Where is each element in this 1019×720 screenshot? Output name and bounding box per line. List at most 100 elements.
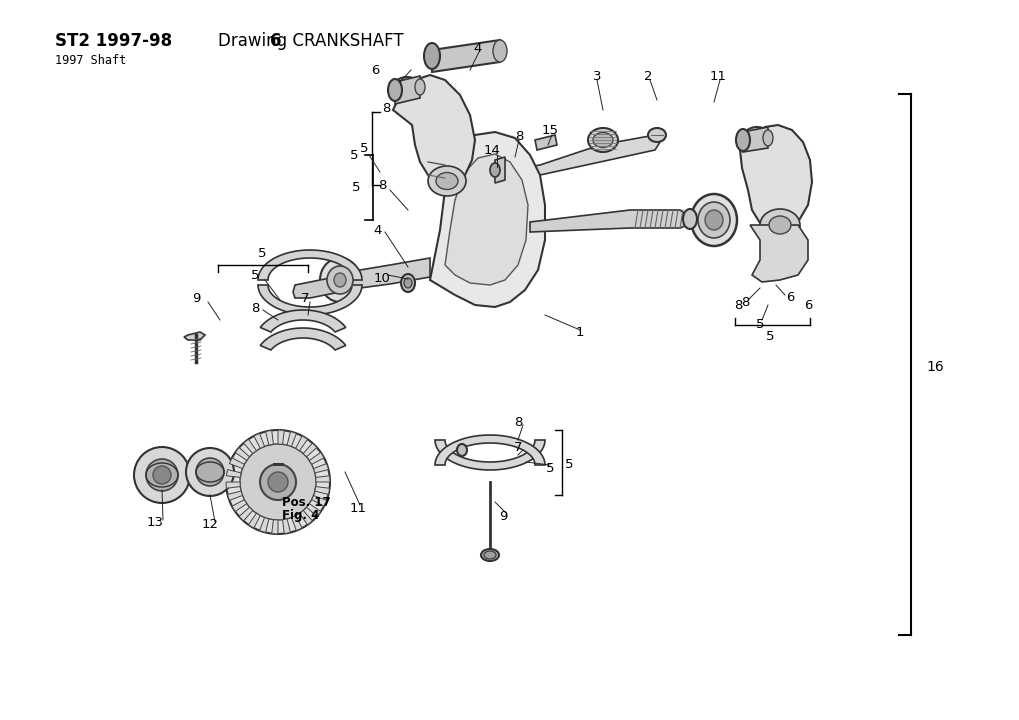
Polygon shape <box>316 476 330 482</box>
Circle shape <box>268 472 287 492</box>
Text: 5: 5 <box>755 318 763 330</box>
Polygon shape <box>300 510 312 525</box>
Polygon shape <box>254 433 264 449</box>
Polygon shape <box>282 519 290 534</box>
Polygon shape <box>530 210 689 232</box>
Text: 9: 9 <box>192 292 200 305</box>
Ellipse shape <box>489 163 499 177</box>
Ellipse shape <box>428 166 466 196</box>
Polygon shape <box>309 452 324 464</box>
Polygon shape <box>742 127 767 152</box>
Text: 8: 8 <box>377 179 386 192</box>
Ellipse shape <box>392 77 421 99</box>
Text: 7: 7 <box>514 441 522 454</box>
Polygon shape <box>394 76 420 104</box>
Circle shape <box>153 466 171 484</box>
Polygon shape <box>312 495 326 506</box>
Polygon shape <box>535 135 556 150</box>
Polygon shape <box>258 285 362 315</box>
Polygon shape <box>258 250 362 280</box>
Ellipse shape <box>404 278 412 288</box>
Polygon shape <box>260 328 345 350</box>
Polygon shape <box>296 436 308 451</box>
Polygon shape <box>430 132 544 307</box>
Text: CRANKSHAFT: CRANKSHAFT <box>281 32 404 50</box>
Text: 5: 5 <box>545 462 553 474</box>
Polygon shape <box>749 225 807 282</box>
Text: Drawing: Drawing <box>218 32 292 50</box>
Text: 5: 5 <box>350 148 358 161</box>
Text: 12: 12 <box>202 518 218 531</box>
Ellipse shape <box>683 209 696 229</box>
Ellipse shape <box>587 128 618 152</box>
Polygon shape <box>259 518 269 533</box>
Text: 5: 5 <box>258 247 266 260</box>
Ellipse shape <box>762 130 772 146</box>
Text: 4: 4 <box>373 223 382 236</box>
Text: 14: 14 <box>483 143 500 156</box>
Polygon shape <box>227 491 243 500</box>
Circle shape <box>239 444 316 520</box>
Text: 8: 8 <box>740 295 748 308</box>
Polygon shape <box>434 435 544 465</box>
Text: 8: 8 <box>514 415 522 428</box>
Polygon shape <box>510 135 659 180</box>
Polygon shape <box>434 440 544 470</box>
Ellipse shape <box>484 551 495 559</box>
Text: 7: 7 <box>301 292 309 305</box>
Ellipse shape <box>647 128 665 142</box>
Polygon shape <box>231 500 247 511</box>
Ellipse shape <box>592 132 612 148</box>
Text: 4: 4 <box>474 42 482 55</box>
Polygon shape <box>286 431 297 446</box>
Text: 8: 8 <box>382 102 390 114</box>
Text: 1997 Shaft: 1997 Shaft <box>55 54 126 67</box>
Ellipse shape <box>320 258 360 302</box>
Polygon shape <box>392 75 475 187</box>
Text: 2: 2 <box>643 70 651 83</box>
Polygon shape <box>292 276 339 298</box>
Polygon shape <box>229 458 245 469</box>
Text: Pos. 17: Pos. 17 <box>281 495 330 508</box>
Circle shape <box>146 459 178 491</box>
Text: ST2 1997-98: ST2 1997-98 <box>55 32 172 50</box>
Text: 9: 9 <box>498 510 506 523</box>
Ellipse shape <box>435 173 458 189</box>
Circle shape <box>185 448 233 496</box>
Ellipse shape <box>768 216 790 234</box>
Ellipse shape <box>424 43 439 69</box>
Polygon shape <box>494 157 504 183</box>
Ellipse shape <box>333 273 345 287</box>
Ellipse shape <box>415 79 425 95</box>
Text: 11: 11 <box>350 502 366 515</box>
Polygon shape <box>271 520 278 534</box>
Polygon shape <box>337 258 430 288</box>
Ellipse shape <box>759 209 799 241</box>
Text: 6: 6 <box>803 299 811 312</box>
Text: 13: 13 <box>147 516 163 529</box>
Polygon shape <box>260 310 345 332</box>
Polygon shape <box>306 503 321 516</box>
Polygon shape <box>238 507 253 521</box>
Text: 3: 3 <box>592 70 600 83</box>
Text: 6: 6 <box>371 63 379 76</box>
Polygon shape <box>226 482 240 488</box>
Polygon shape <box>244 439 256 454</box>
Ellipse shape <box>697 202 730 238</box>
Polygon shape <box>249 513 260 528</box>
Circle shape <box>226 430 330 534</box>
Text: 8: 8 <box>251 302 259 315</box>
Ellipse shape <box>704 210 722 230</box>
Ellipse shape <box>492 40 506 62</box>
Ellipse shape <box>387 79 401 101</box>
Text: 6: 6 <box>785 290 794 304</box>
Text: 5: 5 <box>565 459 573 472</box>
Polygon shape <box>432 40 499 72</box>
Polygon shape <box>291 516 302 531</box>
Ellipse shape <box>481 549 498 561</box>
Text: 15: 15 <box>541 124 558 137</box>
Ellipse shape <box>400 274 415 292</box>
Text: 5: 5 <box>359 142 368 155</box>
Text: 8: 8 <box>733 299 742 312</box>
Text: 8: 8 <box>515 130 523 143</box>
